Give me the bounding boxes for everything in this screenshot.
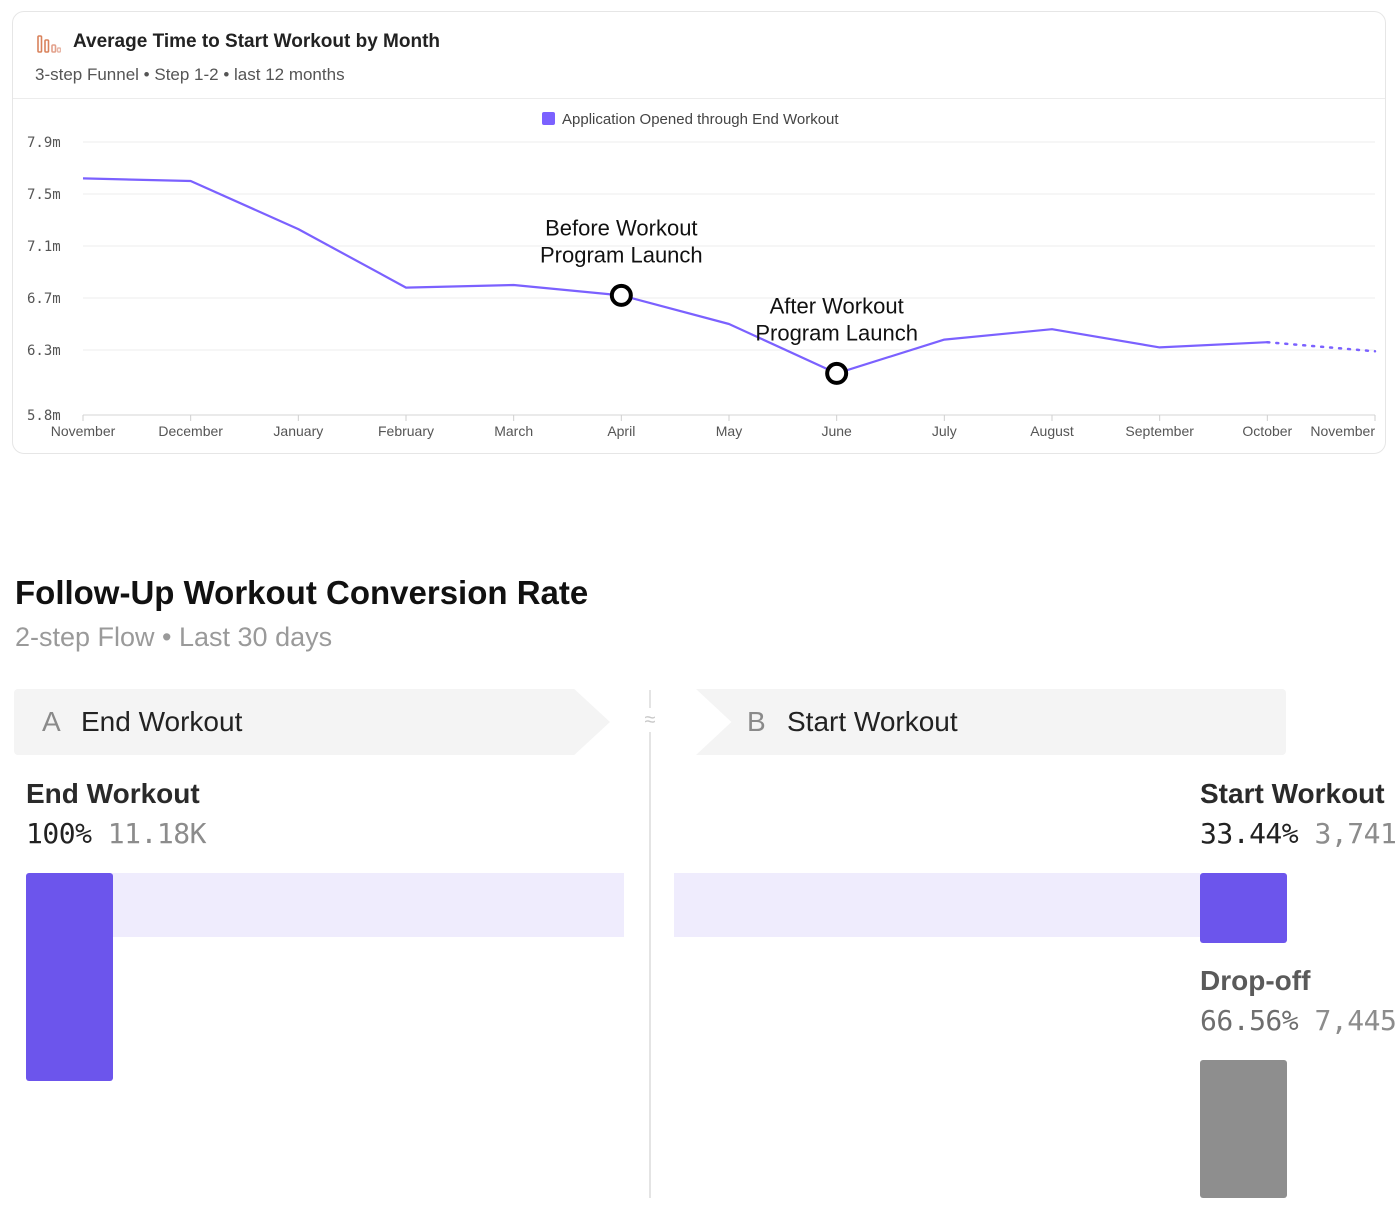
step-b-header[interactable]: B Start Workout bbox=[696, 689, 1286, 755]
x-tick-label: September bbox=[1125, 423, 1194, 439]
y-tick-label: 7.9m bbox=[27, 135, 61, 151]
y-tick-label: 6.3m bbox=[27, 343, 61, 359]
chart-card-header: Average Time to Start Workout by Month 3… bbox=[13, 12, 1385, 99]
step-b-bar[interactable] bbox=[1200, 873, 1287, 943]
step-a-header[interactable]: A End Workout bbox=[14, 689, 610, 755]
legend-swatch bbox=[542, 112, 555, 125]
step-a-count: 11.18K bbox=[107, 817, 207, 850]
step-a-track bbox=[112, 873, 624, 937]
step-b-track bbox=[674, 873, 1200, 937]
approx-icon: ≈ bbox=[640, 708, 660, 732]
annotation-marker-before bbox=[609, 283, 633, 307]
annotation-label: Program Launch bbox=[755, 320, 918, 345]
step-a-bar[interactable] bbox=[26, 873, 113, 1081]
x-tick-label: August bbox=[1030, 423, 1074, 439]
y-tick-label: 7.5m bbox=[27, 187, 61, 203]
series-line-projection bbox=[1266, 340, 1377, 353]
x-tick-label: January bbox=[273, 423, 323, 439]
series-line bbox=[82, 177, 1268, 375]
annotation-label: Before Workout bbox=[545, 215, 697, 240]
dropoff-label: Drop-off bbox=[1200, 965, 1311, 996]
x-tick-label: April bbox=[607, 423, 635, 439]
bar-chart-icon bbox=[37, 35, 61, 53]
legend-label: Application Opened through End Workout bbox=[562, 111, 839, 128]
x-tick-label: December bbox=[158, 423, 223, 439]
x-tick-label: November bbox=[51, 423, 116, 439]
step-a-letter: A bbox=[42, 706, 61, 737]
step-b-label: Start Workout bbox=[1200, 778, 1385, 809]
step-a-name: End Workout bbox=[81, 706, 243, 737]
x-tick-label: November bbox=[1310, 423, 1375, 439]
step-divider bbox=[649, 690, 651, 1198]
dropoff-bar[interactable] bbox=[1200, 1060, 1287, 1199]
funnel-title[interactable]: Follow-Up Workout Conversion Rate bbox=[15, 574, 589, 611]
chart-card: Average Time to Start Workout by Month 3… bbox=[12, 11, 1386, 454]
dropoff-count: 7,445 bbox=[1314, 1004, 1397, 1037]
step-b-name: Start Workout bbox=[787, 706, 958, 737]
funnel-subtitle: 2-step Flow • Last 30 days bbox=[15, 622, 333, 652]
x-tick-label: May bbox=[716, 423, 742, 439]
step-a-label: End Workout bbox=[26, 778, 200, 809]
x-tick-label: February bbox=[378, 423, 434, 439]
y-tick-label: 7.1m bbox=[27, 239, 61, 255]
step-b-values: 33.44% 3,741 bbox=[1200, 817, 1397, 850]
step-a-values: 100% 11.18K bbox=[26, 817, 206, 850]
dropoff-percent: 66.56% bbox=[1200, 1004, 1299, 1037]
x-tick-label: March bbox=[494, 423, 533, 439]
line-chart: 5.8m 6.3m 6.7m 7.1m 7.5m 7.9m November December… bbox=[27, 111, 1377, 439]
step-b-percent: 33.44% bbox=[1200, 817, 1299, 850]
dropoff-values: 66.56% 7,445 bbox=[1200, 1004, 1397, 1037]
x-tick-label: July bbox=[932, 423, 957, 439]
chart-subtitle: 3-step Funnel • Step 1-2 • last 12 month… bbox=[35, 65, 345, 84]
y-tick-label: 5.8m bbox=[27, 408, 61, 424]
annotation-label: After Workout bbox=[770, 293, 904, 318]
step-b-letter: B bbox=[747, 706, 766, 737]
y-tick-label: 6.7m bbox=[27, 291, 61, 307]
step-b-count: 3,741 bbox=[1314, 817, 1397, 850]
step-a-percent: 100% bbox=[26, 817, 92, 850]
chart-title[interactable]: Average Time to Start Workout by Month bbox=[73, 31, 441, 52]
annotation-label: Program Launch bbox=[540, 242, 703, 267]
annotation-marker-after bbox=[825, 361, 849, 385]
x-tick-label: October bbox=[1242, 423, 1292, 439]
x-tick-label: June bbox=[821, 423, 852, 439]
